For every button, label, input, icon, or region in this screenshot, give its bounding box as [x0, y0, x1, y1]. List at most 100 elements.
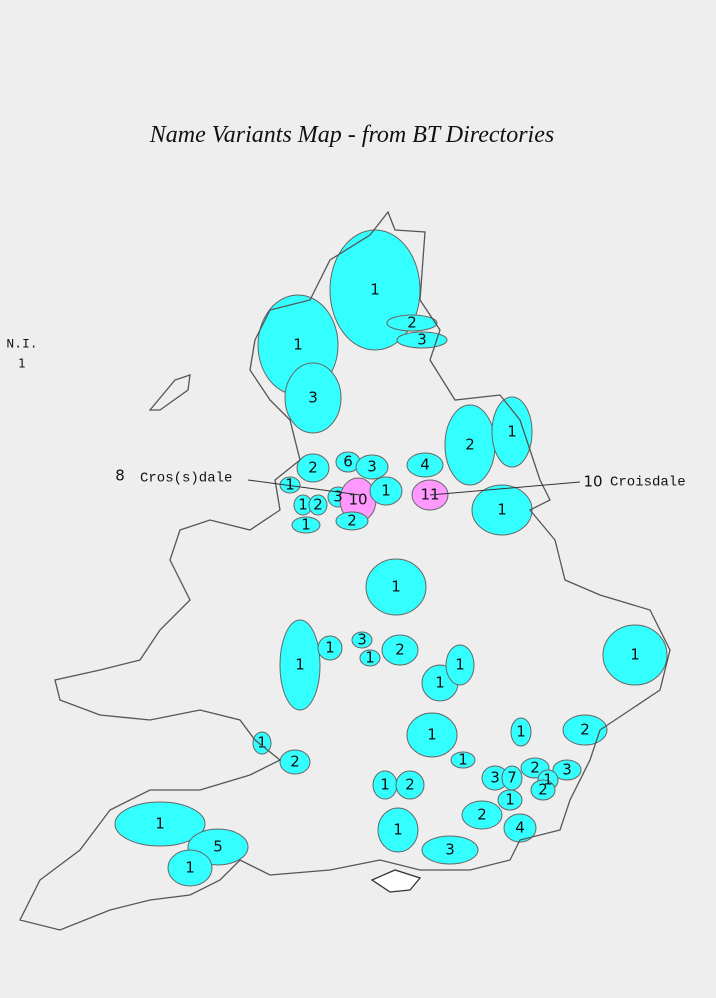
region-count: 3 — [308, 389, 318, 407]
county-region — [497, 789, 523, 811]
region-count: 1 — [185, 859, 195, 877]
region-count: 1 — [393, 821, 403, 839]
region-count: 1 — [507, 423, 517, 441]
county-region — [530, 779, 556, 801]
county-region — [602, 624, 668, 686]
region-count: 2 — [395, 641, 405, 659]
region-count: 1 — [155, 815, 165, 833]
annotation-count: 10 — [583, 473, 602, 491]
county-region — [510, 717, 532, 747]
county-region — [406, 452, 444, 478]
region-count: 2 — [538, 781, 548, 799]
county-region — [381, 634, 419, 666]
region-count: 1 — [370, 281, 380, 299]
isle-of-wight — [370, 869, 422, 893]
region-count: 1 — [285, 476, 295, 494]
annotation-count: 8 — [115, 467, 125, 485]
county-region — [351, 631, 373, 649]
county-region — [562, 714, 608, 746]
region-count: 2 — [580, 721, 590, 739]
england-outline — [19, 210, 671, 931]
region-count: 1 — [295, 656, 305, 674]
region-count: 2 — [407, 314, 417, 332]
county-region — [359, 649, 381, 667]
region-count: 1 — [293, 336, 303, 354]
county-region — [396, 331, 448, 349]
county-region — [503, 813, 537, 843]
region-count: 3 — [445, 841, 455, 859]
county-region — [445, 644, 475, 686]
region-count: 3 — [357, 631, 367, 649]
region-count: 3 — [333, 488, 343, 506]
region-count: 1 — [458, 751, 468, 769]
county-region — [461, 800, 503, 830]
leader-line — [429, 481, 581, 496]
region-count: 2 — [313, 496, 323, 514]
county-region — [279, 476, 301, 494]
region-count: 4 — [515, 819, 525, 837]
county-region — [355, 454, 389, 480]
county-region — [377, 807, 419, 853]
region-count: 2 — [530, 759, 540, 777]
region-count: 1 — [630, 646, 640, 664]
county-region — [296, 453, 330, 483]
region-count: 1 — [298, 496, 308, 514]
region-count: 1 — [435, 674, 445, 692]
county-region — [291, 516, 321, 534]
county-region — [386, 314, 438, 332]
county-region — [114, 801, 206, 847]
region-count: 3 — [490, 769, 500, 787]
region-count: 1 — [325, 639, 335, 657]
region-count: 1 — [381, 482, 391, 500]
county-region — [450, 751, 476, 769]
county-region — [365, 558, 427, 616]
region-count: 2 — [347, 512, 357, 530]
isle-of-man — [148, 374, 191, 411]
map-title: Name Variants Map - from BT Directories — [149, 122, 554, 148]
county-region — [395, 770, 425, 800]
region-count: 1 — [301, 516, 311, 534]
region-count: 3 — [367, 458, 377, 476]
county-region — [335, 511, 369, 531]
county-region — [471, 484, 533, 536]
annotation-variant: Croisdale — [610, 475, 686, 491]
region-count: 1 — [497, 501, 507, 519]
county-region — [369, 476, 403, 506]
annotation-variant: Cros(s)dale — [140, 471, 232, 487]
county-region — [491, 396, 533, 468]
leader-line — [247, 479, 361, 496]
region-count: 3 — [562, 761, 572, 779]
region-count: 10 — [348, 491, 367, 509]
region-count: 2 — [290, 753, 300, 771]
region-count: 1 — [380, 776, 390, 794]
region-count: 1 — [257, 734, 267, 752]
region-count: 6 — [343, 453, 353, 471]
county-region — [317, 635, 343, 661]
region-count: 4 — [420, 456, 430, 474]
county-region — [284, 362, 342, 434]
region-count: 2 — [405, 776, 415, 794]
region-count: 1 — [455, 656, 465, 674]
county-region — [279, 749, 311, 775]
county-region — [421, 835, 479, 865]
region-count: 1 — [543, 771, 553, 789]
region-count: 5 — [213, 838, 223, 856]
region-count: 1 — [365, 649, 375, 667]
region-count: 1 — [427, 726, 437, 744]
region-count: 2 — [465, 436, 475, 454]
region-count: 1 — [516, 723, 526, 741]
region-count: 2 — [308, 459, 318, 477]
county-region — [167, 849, 213, 887]
region-count: 7 — [507, 769, 517, 787]
county-region — [552, 759, 582, 781]
county-region — [406, 712, 458, 758]
ni-label: N.I. — [6, 336, 37, 351]
region-count: 2 — [477, 806, 487, 824]
county-region — [308, 494, 328, 516]
region-count: 3 — [417, 331, 427, 349]
county-region — [279, 619, 321, 711]
ni-count: 1 — [18, 357, 26, 371]
region-count: 1 — [505, 791, 515, 809]
